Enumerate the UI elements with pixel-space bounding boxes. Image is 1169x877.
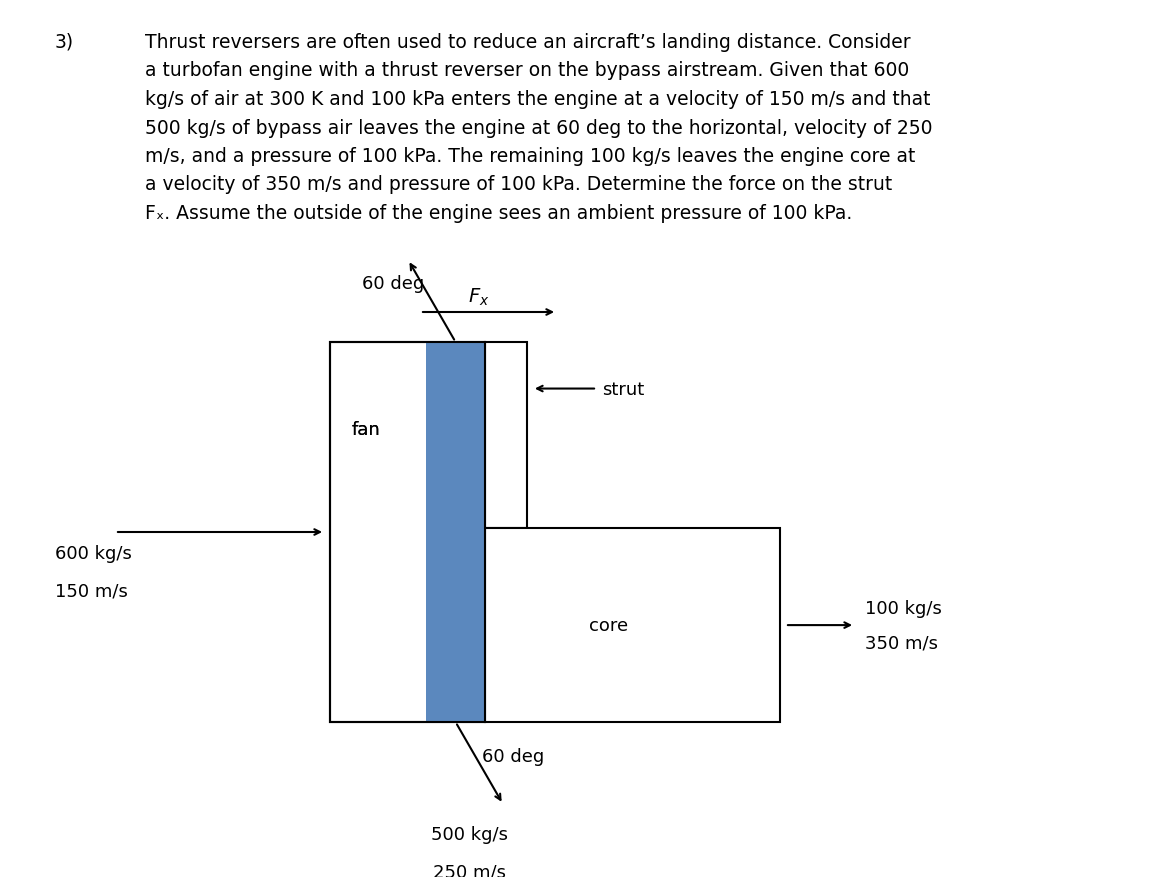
Text: 60 deg: 60 deg: [362, 275, 424, 292]
Text: 350 m/s: 350 m/s: [865, 633, 938, 652]
Text: a velocity of 350 m/s and pressure of 100 kPa. Determine the force on the strut: a velocity of 350 m/s and pressure of 10…: [145, 175, 892, 195]
Text: fan: fan: [352, 421, 381, 438]
Text: 60 deg: 60 deg: [482, 747, 545, 765]
Text: fan: fan: [352, 421, 381, 438]
Text: 3): 3): [55, 33, 74, 52]
Text: strut: strut: [602, 380, 644, 398]
Text: Thrust reversers are often used to reduce an aircraft’s landing distance. Consid: Thrust reversers are often used to reduc…: [145, 33, 911, 52]
Bar: [330, 343, 485, 722]
Text: 500 kg/s of bypass air leaves the engine at 60 deg to the horizontal, velocity o: 500 kg/s of bypass air leaves the engine…: [145, 118, 933, 138]
Text: core: core: [589, 617, 629, 634]
Text: Fₓ. Assume the outside of the engine sees an ambient pressure of 100 kPa.: Fₓ. Assume the outside of the engine see…: [145, 203, 852, 223]
Bar: [485, 529, 780, 722]
Bar: [330, 343, 485, 722]
Text: 150 m/s: 150 m/s: [55, 582, 127, 601]
Text: 100 kg/s: 100 kg/s: [865, 599, 942, 617]
Text: 600 kg/s: 600 kg/s: [55, 545, 132, 562]
Text: m/s, and a pressure of 100 kPa. The remaining 100 kg/s leaves the engine core at: m/s, and a pressure of 100 kPa. The rema…: [145, 146, 915, 166]
Text: 250 m/s: 250 m/s: [434, 863, 506, 877]
Text: 500 kg/s: 500 kg/s: [431, 825, 509, 843]
Text: a turbofan engine with a thrust reverser on the bypass airstream. Given that 600: a turbofan engine with a thrust reverser…: [145, 61, 909, 81]
Bar: [485, 343, 527, 529]
Text: $F_x$: $F_x$: [468, 287, 489, 308]
Text: kg/s of air at 300 K and 100 kPa enters the engine at a velocity of 150 m/s and : kg/s of air at 300 K and 100 kPa enters …: [145, 90, 931, 109]
Bar: [426, 343, 485, 722]
